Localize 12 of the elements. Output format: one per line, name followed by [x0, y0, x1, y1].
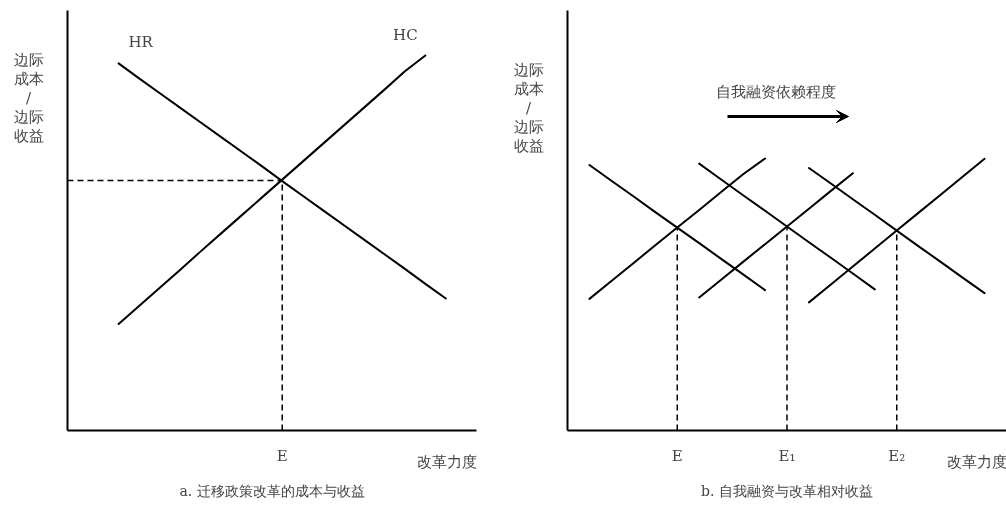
y-axis-title: 边际成本/边际收益 — [13, 50, 44, 145]
series-label: HR — [128, 33, 154, 52]
y-axis-title: 边际成本/边际收益 — [513, 60, 544, 155]
text: b. 自我融资与改革相对收益 — [701, 482, 873, 499]
x-axis-title: 改革力度 — [416, 452, 477, 471]
text: a. 迁移政策改革的成本与收益 — [179, 482, 365, 499]
series-label: HC — [393, 25, 418, 44]
x-tick-label: E₁ — [778, 446, 796, 465]
text: 自我融资依赖程度 — [715, 82, 836, 101]
x-tick-label: E₂ — [888, 446, 906, 465]
x-tick-label: E — [671, 446, 683, 465]
x-axis-title: 改革力度 — [946, 452, 1006, 471]
